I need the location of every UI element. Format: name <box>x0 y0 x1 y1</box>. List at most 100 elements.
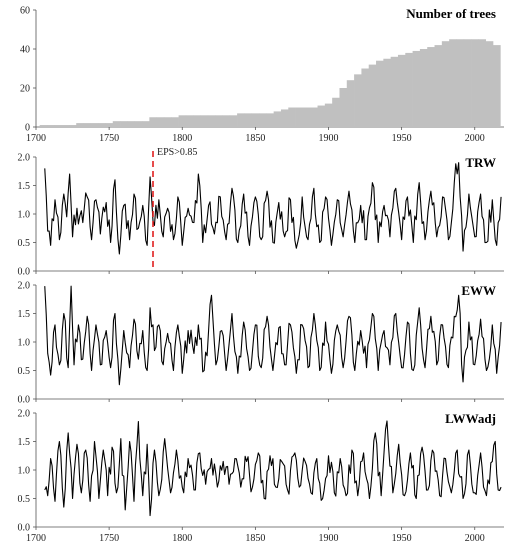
panel-title-eww: EWW <box>461 283 496 298</box>
x-tick-label: 1800 <box>172 533 192 544</box>
bar <box>456 39 465 127</box>
y-tick-label: 1.5 <box>18 309 31 320</box>
bar <box>463 39 472 127</box>
bar <box>295 107 304 127</box>
bar <box>46 125 55 127</box>
series-line-eww <box>44 285 502 386</box>
x-tick-label: 2000 <box>465 133 485 144</box>
bar <box>61 125 70 127</box>
bar <box>185 115 194 127</box>
bar <box>39 125 48 127</box>
bar <box>434 45 443 127</box>
panel-title-number-of-trees: Number of trees <box>406 6 496 21</box>
bar <box>339 88 348 127</box>
bar <box>266 113 274 127</box>
y-tick-label: 2.0 <box>18 409 31 420</box>
x-tick-label: 2000 <box>465 533 485 544</box>
y-tick-label: 1.0 <box>18 466 31 477</box>
bar <box>310 107 318 127</box>
bar <box>105 123 114 127</box>
x-tick-label: 1750 <box>99 533 119 544</box>
x-tick-label: 1750 <box>99 133 119 144</box>
bar <box>471 39 479 127</box>
bar <box>280 109 289 127</box>
bar <box>83 123 92 127</box>
eps-annotation: EPS>0.85 <box>157 147 197 158</box>
bar <box>237 113 245 127</box>
y-tick-label: 0.5 <box>18 238 31 249</box>
bar <box>346 80 355 127</box>
bar <box>149 117 157 127</box>
y-tick-label: 2.0 <box>18 281 31 292</box>
y-tick-label: 0.0 <box>18 523 31 534</box>
bar <box>222 115 231 127</box>
bar <box>485 41 494 128</box>
y-tick-label: 60 <box>20 6 30 17</box>
bar <box>76 123 84 127</box>
y-tick-label: 1.0 <box>18 338 31 349</box>
bar <box>90 123 99 127</box>
bar <box>427 47 435 127</box>
x-tick-label: 1950 <box>392 533 412 544</box>
bar <box>259 113 267 127</box>
bar <box>134 121 143 127</box>
panel-number-of-trees: 0 20 40 60 1700 1750 1800 1850 1900 1950 2000 Numbe… <box>20 6 504 144</box>
bar <box>142 121 150 127</box>
x-tick-label: 1850 <box>245 133 265 144</box>
bar <box>361 68 370 127</box>
y-tick-label: 0.0 <box>18 395 31 406</box>
bar <box>324 103 333 127</box>
series-line-lwwadj <box>44 420 502 517</box>
x-tick-label: 1800 <box>172 133 192 144</box>
bar <box>200 115 209 127</box>
y-tick-label: 0.5 <box>18 366 31 377</box>
bar <box>397 54 406 127</box>
bar <box>390 56 399 127</box>
x-tick-label: 1850 <box>245 533 265 544</box>
bar <box>412 50 421 128</box>
bar <box>368 64 377 127</box>
y-tick-label: 0.0 <box>18 267 31 278</box>
bar <box>376 60 384 128</box>
panel-eww: 0.0 0.5 1.0 1.5 2.0 EWW <box>18 281 504 406</box>
y-tick-label: 1.5 <box>18 437 31 448</box>
bar <box>288 107 296 127</box>
bar <box>178 115 187 127</box>
x-tick-label: 1900 <box>319 533 339 544</box>
y-tick-label: 0 <box>25 123 30 134</box>
bar <box>68 125 77 127</box>
bar <box>193 115 201 127</box>
bar <box>302 107 311 127</box>
bar <box>215 115 223 127</box>
y-tick-label: 0.5 <box>18 494 31 505</box>
y-tick-label: 40 <box>20 45 30 56</box>
y-tick-label: 1.5 <box>18 181 31 192</box>
bar <box>54 125 62 127</box>
bar <box>449 39 457 127</box>
bar <box>127 121 136 127</box>
x-tick-label: 1700 <box>26 533 46 544</box>
bar <box>332 97 340 127</box>
bar <box>244 113 253 127</box>
panel-title-lwwadj: LWWadj <box>445 411 496 426</box>
panel-title-trw: TRW <box>465 155 496 170</box>
bar <box>317 105 326 127</box>
x-tick-label: 1700 <box>26 133 46 144</box>
bar <box>171 117 179 127</box>
panel-lwwadj: 0.0 0.5 1.0 1.5 2.0 1700 1750 1800 1850 1900 1950 2… <box>18 409 504 544</box>
bar <box>112 121 121 127</box>
bar <box>207 115 216 127</box>
bar <box>493 45 501 127</box>
bar <box>405 52 413 127</box>
x-tick-label: 1900 <box>319 133 339 144</box>
bar <box>478 39 487 127</box>
bar <box>419 49 428 127</box>
bar <box>354 74 362 127</box>
bar <box>120 121 128 127</box>
bar <box>383 58 391 127</box>
bar <box>273 111 282 127</box>
y-tick-label: 20 <box>20 84 30 95</box>
x-tick-label: 1950 <box>392 133 412 144</box>
bar <box>441 41 450 128</box>
